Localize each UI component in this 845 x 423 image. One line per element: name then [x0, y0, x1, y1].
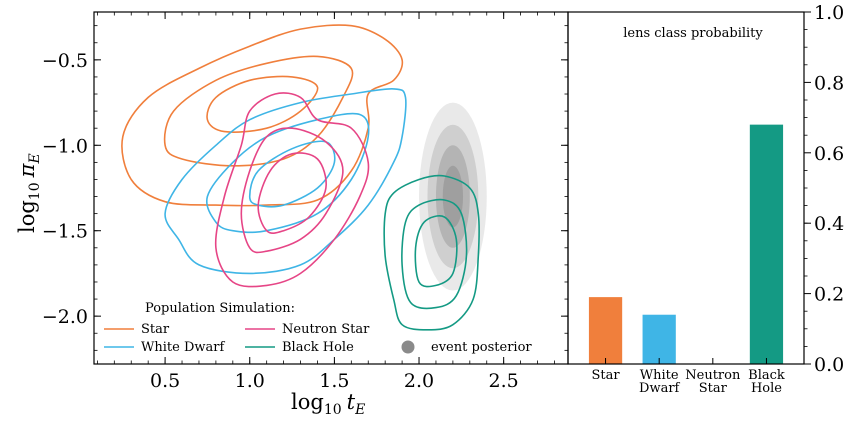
probability-panel-ticks: Star WhiteDwarfNeutronStarBlackHole0.00.2…	[591, 2, 844, 396]
contours-black-hole	[383, 174, 480, 331]
x-axis-label-log: log	[291, 390, 324, 414]
contour-black-hole-2	[401, 198, 468, 310]
contour-star-3	[206, 75, 319, 133]
probability-panel-title: lens class probability	[623, 26, 763, 41]
posterior-level-1	[419, 102, 487, 291]
x-axis-label-base: 10	[324, 402, 342, 418]
contour-white-dwarf-2	[205, 112, 370, 234]
contour-white-dwarf-3	[248, 140, 336, 208]
contour-neutron-star-2	[240, 127, 344, 254]
contours-neutron-star	[214, 92, 370, 288]
category-label-black-hole: Hole	[751, 381, 782, 396]
x-axis-label-var: t	[347, 390, 356, 414]
legend: Population Simulation: Star White Dwarf …	[104, 301, 532, 355]
prob-tick-label: 0.8	[814, 72, 844, 94]
prob-tick-label: 1.0	[814, 2, 844, 24]
legend-label-neutron-star: Neutron Star	[282, 322, 370, 337]
prob-tick-label: 0.4	[814, 213, 844, 235]
x-tick-label: 1.5	[319, 370, 349, 392]
prob-tick-label: 0.0	[814, 354, 844, 376]
bar-star	[588, 297, 623, 364]
prob-tick-label: 0.6	[814, 143, 844, 165]
x-tick-label: 1.0	[235, 370, 265, 392]
legend-label-star: Star	[141, 322, 170, 337]
contours-white-dwarf	[164, 88, 407, 275]
category-label-star: Star	[591, 368, 620, 383]
x-axis-label-var-sub: E	[354, 402, 365, 418]
y-tick-label: −2.0	[42, 306, 88, 328]
legend-label-white-dwarf: White Dwarf	[141, 340, 225, 355]
probability-panel: Star WhiteDwarfNeutronStarBlackHole0.00.2…	[567, 2, 844, 396]
contour-neutron-star-3	[257, 152, 327, 234]
contour-black-hole-1	[383, 174, 480, 331]
contour-black-hole-3	[414, 215, 458, 288]
contour-panel: 0.5 1.0 1.5 2.0 2.5 −0.5 −1.0 −1.5 −2.0 Populati…	[15, 11, 569, 418]
y-tick-label: −1.0	[42, 135, 88, 157]
y-axis-label-var-sub: E	[27, 153, 43, 164]
legend-label-event-posterior: event posterior	[431, 340, 532, 355]
x-tick-label: 2.0	[404, 370, 434, 392]
legend-label-black-hole: Black Hole	[282, 340, 354, 355]
event-posterior-layer	[419, 102, 487, 291]
category-label-black-hole: Black	[748, 368, 785, 383]
category-label-white-dwarf: White	[640, 368, 679, 383]
contour-neutron-star-1	[214, 92, 370, 288]
contour-star-2	[163, 55, 354, 167]
posterior-level-3	[435, 145, 470, 248]
bar-white-dwarf	[642, 314, 676, 364]
y-axis-label-log: log	[15, 200, 39, 233]
x-tick-label: 0.5	[150, 370, 180, 392]
y-axis-label-base: 10	[27, 182, 43, 200]
x-axis-label: log10 tE	[291, 390, 365, 418]
population-contours-layer	[121, 24, 480, 331]
category-label-neutron-star: Neutron	[685, 368, 741, 383]
x-tick-label: 2.5	[489, 370, 519, 392]
y-axis-label-var: π	[15, 162, 39, 178]
category-label-white-dwarf: Dwarf	[639, 381, 681, 396]
bar-black-hole	[749, 124, 784, 364]
probability-bars-layer	[588, 124, 784, 364]
contour-white-dwarf-1	[164, 88, 407, 275]
posterior-level-4	[442, 165, 464, 228]
y-tick-label: −1.5	[42, 221, 88, 243]
legend-title: Population Simulation:	[145, 301, 295, 316]
y-axis-label: log10 πE	[15, 153, 43, 233]
y-tick-label: −0.5	[42, 50, 88, 72]
category-label-neutron-star: Star	[699, 381, 728, 396]
legend-swatch-event-posterior	[401, 340, 415, 354]
contour-panel-ticks: 0.5 1.0 1.5 2.0 2.5 −0.5 −1.0 −1.5 −2.0	[42, 12, 568, 392]
prob-tick-label: 0.2	[814, 284, 844, 306]
